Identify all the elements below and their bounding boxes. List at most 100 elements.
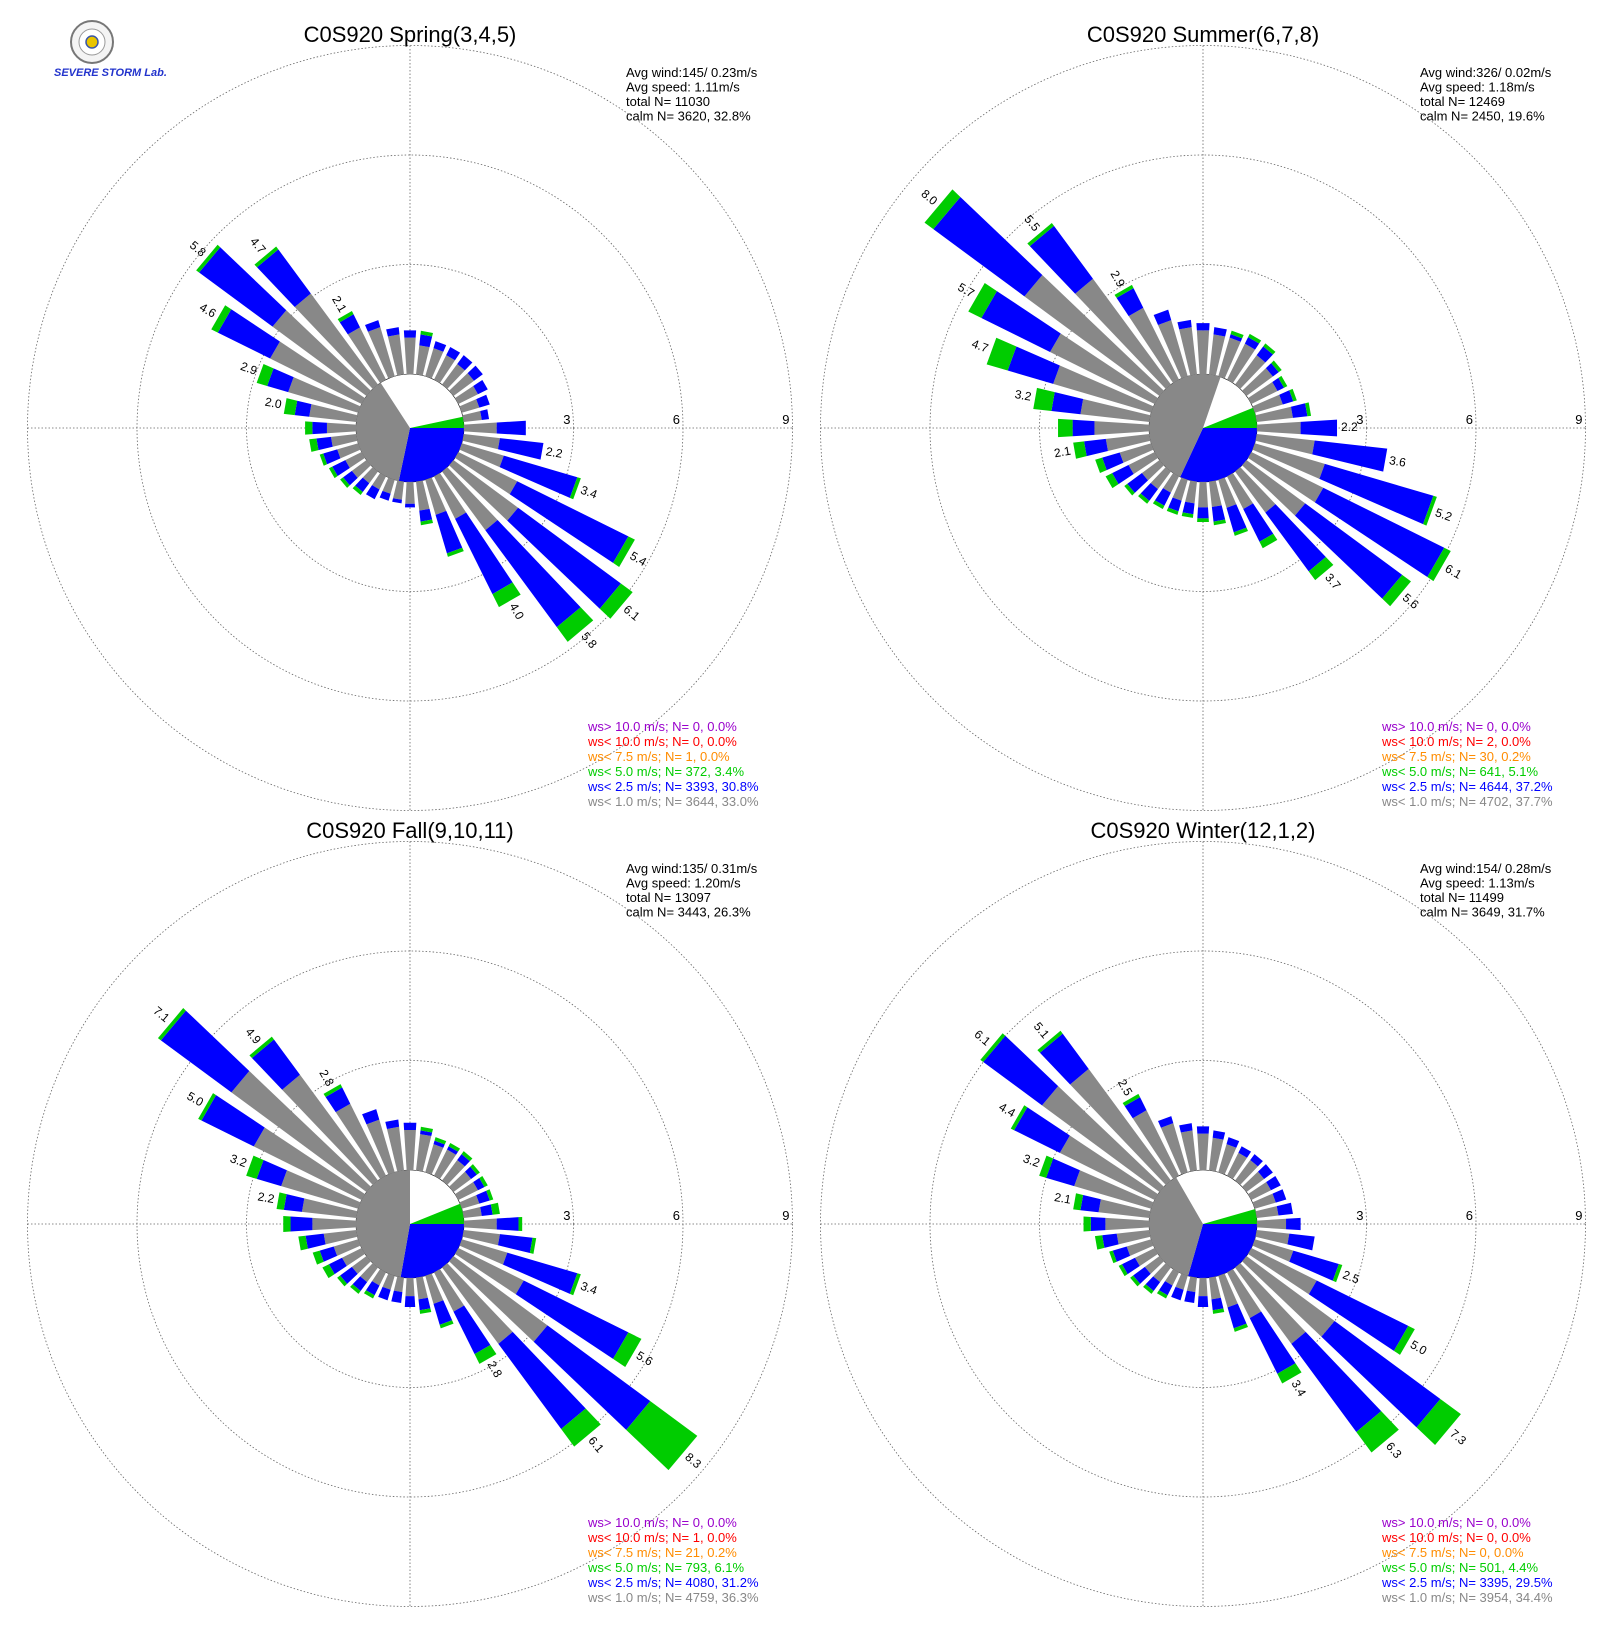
calm-circle [1148, 373, 1258, 483]
bar-segment [298, 1235, 308, 1251]
bar-segment [518, 1216, 523, 1232]
bar-segment [1235, 467, 1276, 513]
bar-segment [305, 1233, 326, 1249]
bar-segment [1175, 1273, 1188, 1290]
bar-segment [294, 400, 312, 417]
bar-segment [1197, 1296, 1209, 1308]
bar-value-label: 2.2 [257, 1189, 276, 1206]
bar-segment [1227, 1152, 1248, 1180]
bar-segment [470, 1164, 480, 1175]
bar-segment [1140, 482, 1158, 501]
direction-bar [425, 341, 447, 379]
bar-segment [309, 438, 319, 452]
direction-bar [1247, 1175, 1281, 1200]
direction-bar [305, 421, 357, 435]
calm-sector [356, 382, 410, 481]
direction-bar [1083, 1216, 1150, 1232]
legend-entry: ws< 5.0 m/s; N= 641, 5.1% [1381, 764, 1539, 779]
bar-segment [1249, 1311, 1296, 1374]
direction-bar [392, 480, 404, 504]
bar-segment [391, 1290, 403, 1304]
bar-segment [316, 436, 333, 451]
bar-segment [405, 481, 415, 504]
bar-segment [1072, 419, 1095, 437]
bar-segment [253, 1127, 366, 1200]
direction-bar [1171, 1273, 1188, 1301]
bar-segment [449, 460, 519, 521]
direction-bar: 2.9 [1108, 268, 1179, 384]
direction-bar: 4.6 [197, 300, 366, 404]
direction-bar [1227, 333, 1262, 384]
bar-segment [1218, 1144, 1237, 1175]
bar-segment [569, 1273, 581, 1296]
direction-bar [1109, 1239, 1154, 1264]
direction-bar [1158, 1116, 1188, 1175]
bar-segment [405, 503, 415, 508]
direction-bar [386, 327, 404, 376]
direction-bar [1153, 309, 1188, 379]
legend-entry: ws< 1.0 m/s; N= 3644, 33.0% [587, 794, 759, 809]
bar-segment [1007, 346, 1060, 384]
bar-segment [1256, 421, 1301, 435]
bar-segment [362, 1109, 380, 1125]
bar-segment [1138, 493, 1150, 504]
bar-segment [1242, 1171, 1265, 1192]
wind-rose-fall: 3 6 9 3.4 5.6 8.3 6.1 2.8 2.2 3.2 5.0 7.1 4.9 2.8 C0S9… [27, 818, 793, 1607]
bar-segment [337, 443, 361, 459]
legend-entry: ws< 2.5 m/s; N= 4080, 31.2% [587, 1575, 759, 1590]
bar-segment [288, 377, 361, 413]
calm-circle [355, 373, 465, 483]
legend-entry: ws< 5.0 m/s; N= 793, 6.1% [587, 1560, 745, 1575]
bar-segment [448, 1142, 461, 1152]
bar-segment [1165, 1268, 1179, 1286]
direction-bar [1227, 1146, 1252, 1180]
direction-bar [1209, 1276, 1225, 1314]
bar-segment [312, 1250, 324, 1265]
bar-segment [1153, 309, 1172, 326]
bar-segment [1179, 327, 1197, 376]
calm-circle [1148, 1169, 1258, 1279]
bar-segment [1153, 1263, 1171, 1283]
bar-segment [1080, 1194, 1101, 1213]
bar-segment [1163, 472, 1179, 493]
bar-segment [1033, 387, 1055, 411]
bar-value-label: 3.2 [228, 1151, 249, 1170]
bar-segment [502, 1252, 578, 1294]
direction-bars: 2.5 5.0 7.3 6.3 3.4 2.1 3.2 4.4 6.1 5.1 2.5 [972, 1019, 1470, 1461]
calm-sector [400, 1224, 464, 1278]
bar-segment [256, 249, 311, 307]
bar-value-label: 7.1 [151, 1004, 173, 1026]
direction-bar: 3.7 [1235, 467, 1344, 593]
bar-segment [1247, 452, 1324, 503]
bar-segment [626, 1401, 698, 1471]
bar-segment [599, 583, 633, 619]
direction-bar [1124, 460, 1164, 496]
bar-segment [480, 409, 490, 420]
direction-bar [1105, 452, 1159, 489]
direction-bar [1235, 1154, 1263, 1185]
bar-segment [497, 1234, 533, 1254]
bar-segment [328, 1257, 347, 1275]
direction-bar: 2.8 [316, 1067, 386, 1180]
bar-segment [434, 472, 467, 519]
bar-segment [393, 480, 404, 500]
bar-segment [283, 1216, 291, 1232]
bar-segment [393, 1276, 404, 1293]
bar-segment [1272, 1189, 1287, 1203]
bar-segment [199, 247, 287, 327]
calm-sector [1149, 374, 1221, 477]
bar-segment [1046, 1158, 1080, 1187]
bar-segment [1227, 343, 1256, 384]
legend-entry: ws< 10.0 m/s; N= 2, 0.0% [1381, 734, 1531, 749]
bar-segment [497, 438, 544, 460]
bar-segment [201, 1095, 265, 1147]
bar-segment [1276, 1202, 1293, 1216]
bar-segment [1042, 1086, 1164, 1192]
direction-bar [1196, 323, 1210, 375]
legend-entry: ws< 2.5 m/s; N= 3395, 29.5% [1381, 1575, 1553, 1590]
wind-rose-winter: 3 6 9 2.5 5.0 7.3 6.3 3.4 2.1 3.2 4.4 6.1 5.1 2.5 C0S9… [820, 818, 1586, 1607]
bar-segment [1185, 480, 1197, 504]
bar-segment [1127, 473, 1149, 493]
direction-bar [309, 434, 358, 452]
bar-segment [1209, 1137, 1224, 1172]
